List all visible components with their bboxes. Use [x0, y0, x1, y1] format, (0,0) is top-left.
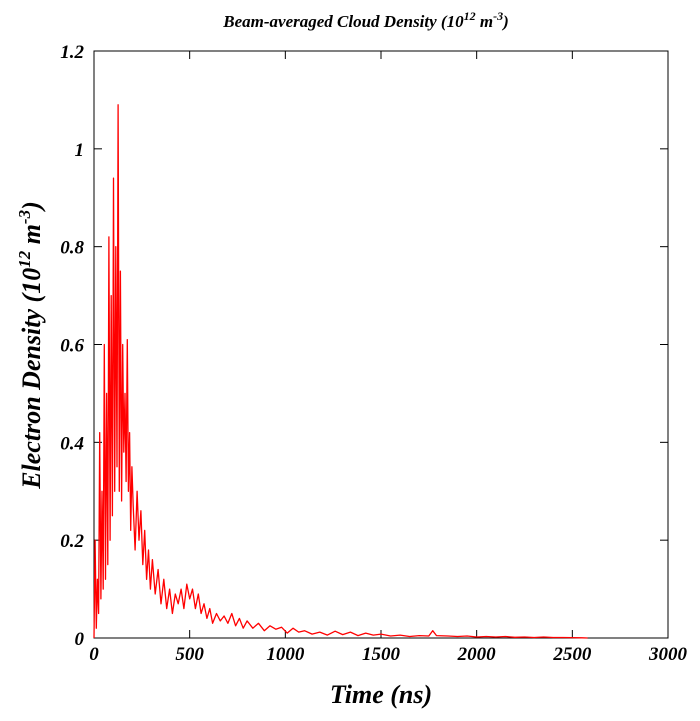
x-tick-label: 2500 — [552, 644, 592, 665]
y-axis-label: Electron Density (1012 m-3) — [15, 201, 46, 490]
x-axis-ticks: 0 500 1000 1500 2000 2500 3000 — [89, 51, 688, 665]
x-tick-label: 0 — [89, 644, 99, 665]
y-tick-label: 0.6 — [60, 336, 84, 357]
y-tick-label: 0.8 — [60, 238, 84, 259]
chart-title: Beam-averaged Cloud Density (1012 m-3) — [222, 9, 509, 31]
x-tick-label: 500 — [175, 644, 204, 665]
x-tick-label: 3000 — [648, 644, 688, 665]
y-tick-label: 1.2 — [60, 42, 84, 63]
y-tick-label: 0.2 — [60, 531, 84, 552]
plot-frame — [93, 50, 669, 639]
x-tick-label: 1500 — [362, 644, 401, 665]
y-tick-label: 1 — [75, 140, 85, 161]
y-tick-label: 0.4 — [60, 433, 84, 454]
y-axis-ticks: 0 0.2 0.4 0.6 0.8 1 1.2 — [60, 42, 668, 650]
x-axis-label: Time (ns) — [330, 680, 432, 709]
electron-density-line — [93, 104, 588, 639]
y-tick-label: 0 — [75, 629, 85, 650]
x-tick-label: 1000 — [266, 644, 305, 665]
x-tick-label: 2000 — [457, 644, 497, 665]
